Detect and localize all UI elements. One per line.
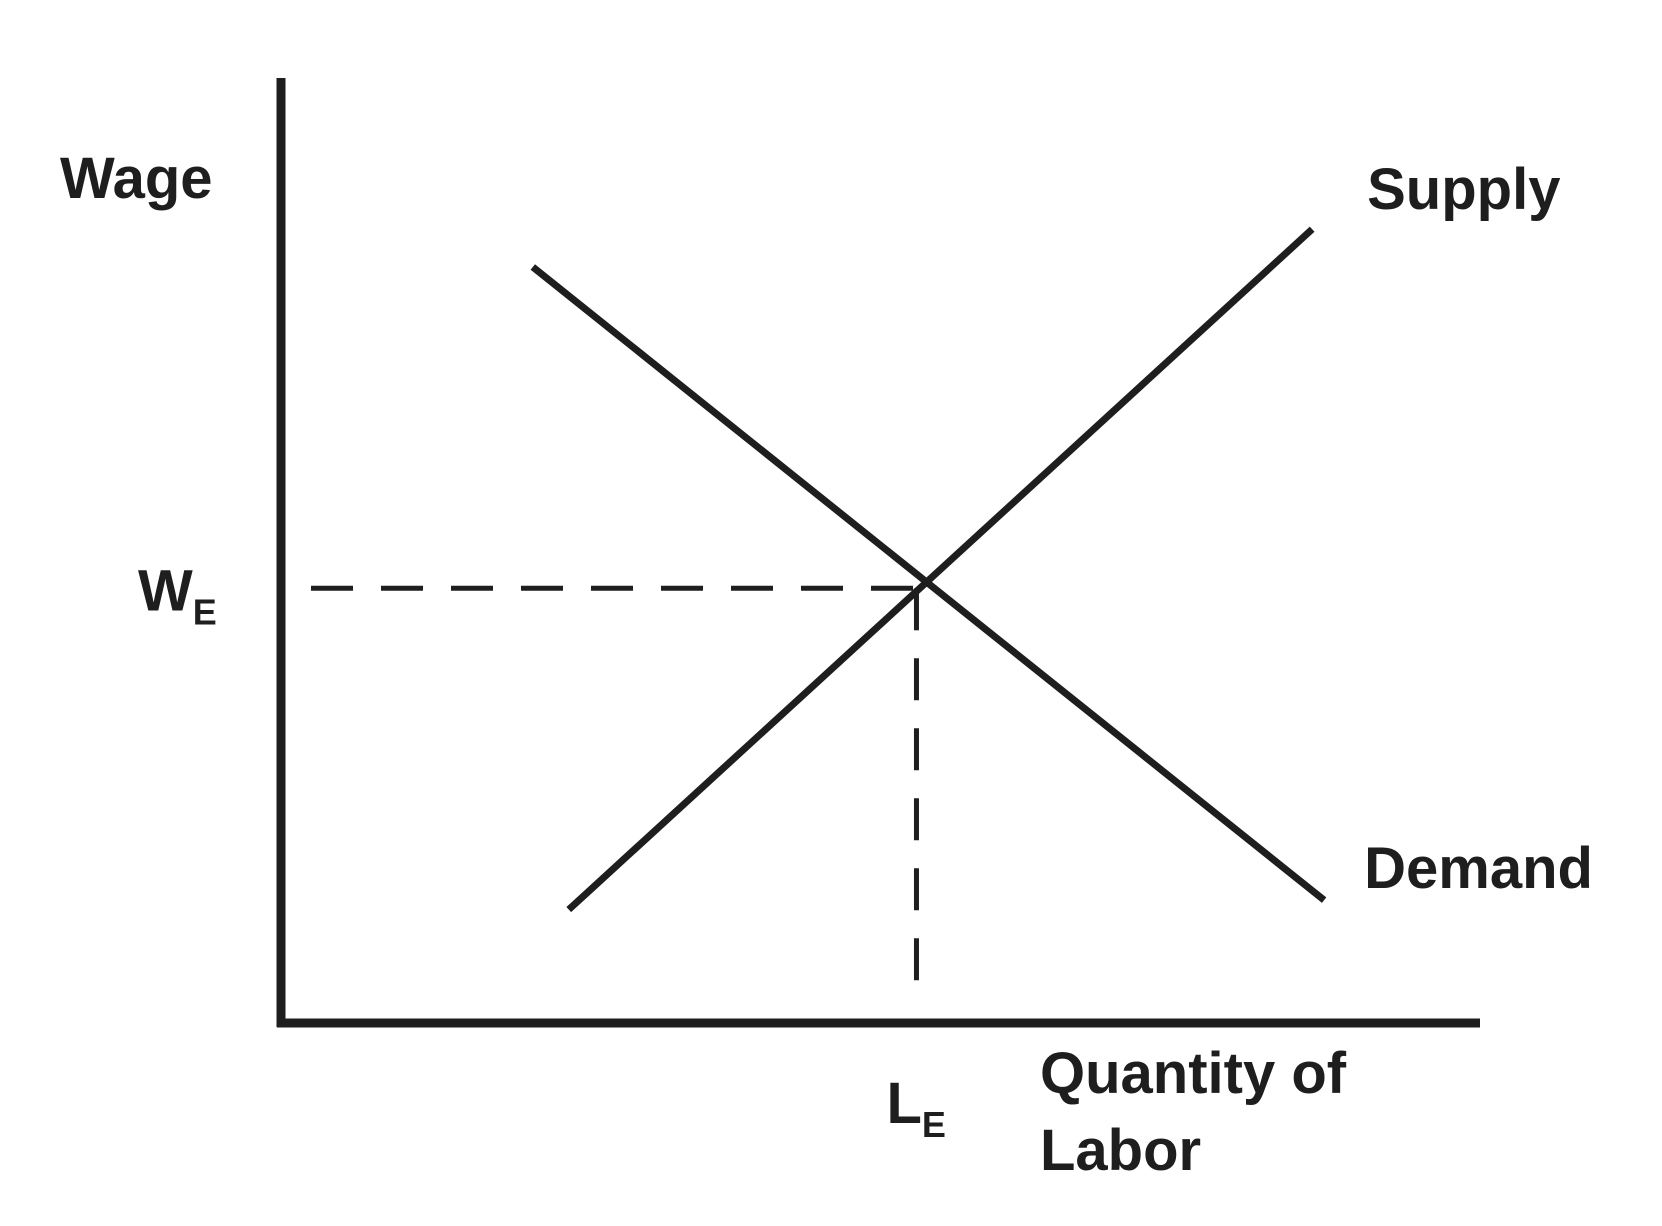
x-axis-label-line-2: Labor xyxy=(1040,1118,1201,1183)
equilibrium-quantity-subscript: E xyxy=(922,1104,946,1145)
x-axis-label-line-1: Quantity of xyxy=(1040,1041,1347,1106)
equilibrium-quantity-label: LE xyxy=(886,1071,945,1145)
demand-curve xyxy=(530,264,1327,903)
equilibrium-wage-label: WE xyxy=(138,558,217,632)
equilibrium-quantity-symbol: L xyxy=(886,1071,921,1136)
supply-label: Supply xyxy=(1367,157,1560,222)
equilibrium-wage-symbol: W xyxy=(138,558,193,623)
equilibrium-wage-subscript: E xyxy=(193,591,217,632)
y-axis-label: Wage xyxy=(60,146,213,211)
supply-curve xyxy=(566,226,1315,913)
demand-label: Demand xyxy=(1364,836,1593,901)
